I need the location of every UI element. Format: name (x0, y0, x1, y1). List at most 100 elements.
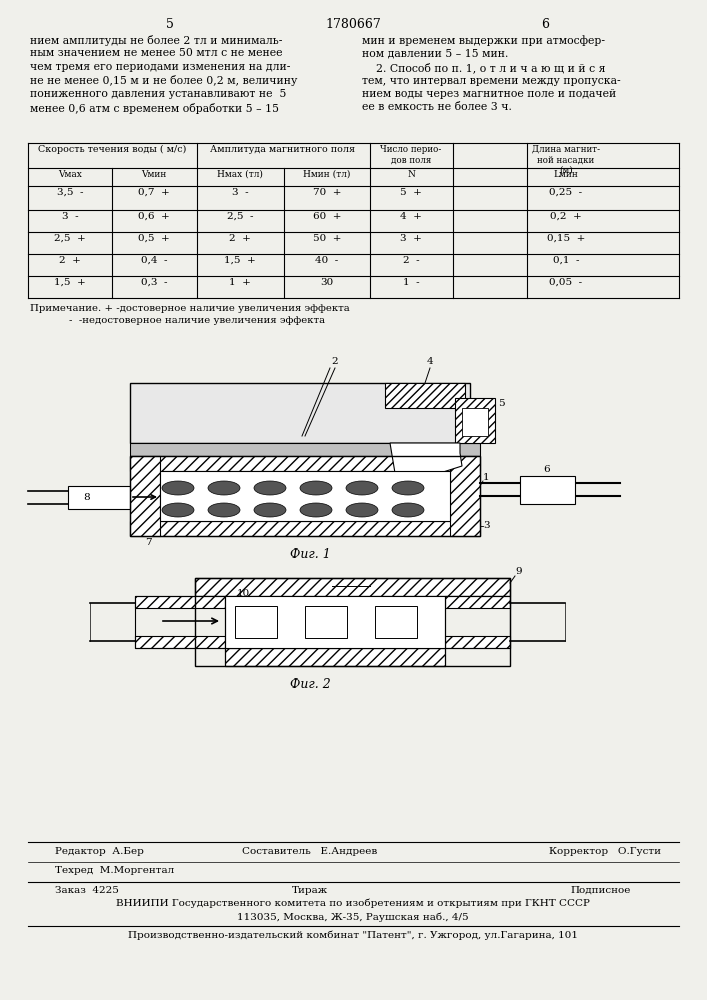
Polygon shape (305, 606, 347, 638)
Ellipse shape (392, 481, 424, 495)
Text: менее 0,6 атм с временем обработки 5 – 15: менее 0,6 атм с временем обработки 5 – 1… (30, 103, 279, 113)
Text: 10: 10 (237, 589, 250, 598)
Text: 60  +: 60 + (312, 212, 341, 221)
Ellipse shape (254, 481, 286, 495)
Polygon shape (462, 408, 488, 436)
Text: 0,05  -: 0,05 - (549, 278, 583, 287)
Ellipse shape (346, 503, 378, 517)
Text: Техред  М.Моргентал: Техред М.Моргентал (55, 866, 174, 875)
Text: 1  -: 1 - (403, 278, 419, 287)
Text: Корректор   О.Густи: Корректор О.Густи (549, 847, 661, 856)
Text: ВНИИПИ Государственного комитета по изобретениям и открытиям при ГКНТ СССР: ВНИИПИ Государственного комитета по изоб… (116, 899, 590, 908)
Text: 5  +: 5 + (400, 188, 422, 197)
Text: 5: 5 (498, 398, 505, 408)
Ellipse shape (208, 481, 240, 495)
Text: 2. Способ по п. 1, о т л и ч а ю щ и й с я: 2. Способ по п. 1, о т л и ч а ю щ и й с… (362, 62, 605, 73)
Text: 3  -: 3 - (62, 212, 78, 221)
Text: Тираж: Тираж (292, 886, 328, 895)
Polygon shape (160, 471, 450, 521)
Text: Подписное: Подписное (570, 886, 631, 895)
Text: 7: 7 (145, 538, 151, 547)
Polygon shape (450, 456, 480, 536)
Text: 0,25  -: 0,25 - (549, 188, 583, 197)
Text: 3  +: 3 + (400, 234, 422, 243)
Text: мин и временем выдержки при атмосфер-: мин и временем выдержки при атмосфер- (362, 35, 605, 46)
Text: 6: 6 (544, 465, 550, 474)
Text: Редактор  А.Бер: Редактор А.Бер (55, 847, 144, 856)
Ellipse shape (300, 503, 332, 517)
Polygon shape (520, 476, 575, 504)
Text: Скорость течения воды ( м/с): Скорость течения воды ( м/с) (37, 145, 186, 154)
Text: 1,5  +: 1,5 + (224, 256, 256, 265)
Text: 70  +: 70 + (312, 188, 341, 197)
Text: Фиг. 2: Фиг. 2 (290, 678, 330, 691)
Text: 3,5  -: 3,5 - (57, 188, 83, 197)
Polygon shape (130, 443, 480, 456)
Ellipse shape (162, 481, 194, 495)
Text: 113035, Москва, Ж-35, Раушская наб., 4/5: 113035, Москва, Ж-35, Раушская наб., 4/5 (237, 912, 469, 922)
Ellipse shape (254, 503, 286, 517)
Text: 2: 2 (332, 357, 339, 366)
Ellipse shape (346, 481, 378, 495)
Text: 0,3  -: 0,3 - (141, 278, 168, 287)
Text: Vмах: Vмах (58, 170, 82, 179)
Text: 50  +: 50 + (312, 234, 341, 243)
Text: нием амплитуды не более 2 тл и минималь-: нием амплитуды не более 2 тл и минималь- (30, 35, 282, 46)
Polygon shape (390, 443, 462, 473)
Text: нием воды через магнитное поле и подачей: нием воды через магнитное поле и подачей (362, 89, 617, 99)
Text: Vмин: Vмин (141, 170, 167, 179)
Polygon shape (68, 486, 130, 509)
Text: не не менее 0,15 м и не более 0,2 м, величину: не не менее 0,15 м и не более 0,2 м, вел… (30, 76, 298, 87)
Text: 1,5  +: 1,5 + (54, 278, 86, 287)
Text: 5: 5 (166, 18, 174, 31)
Text: 4: 4 (427, 357, 433, 366)
Text: Амплитуда магнитного поля: Амплитуда магнитного поля (211, 145, 356, 154)
Polygon shape (130, 456, 160, 536)
Text: Hмах (тл): Hмах (тл) (217, 170, 263, 179)
Ellipse shape (300, 481, 332, 495)
Text: чем тремя его периодами изменения на дли-: чем тремя его периодами изменения на дли… (30, 62, 291, 72)
Text: 0,5  +: 0,5 + (138, 234, 170, 243)
Text: 1780667: 1780667 (325, 18, 381, 31)
Polygon shape (225, 648, 445, 666)
Text: Составитель   Е.Андреев: Составитель Е.Андреев (243, 847, 378, 856)
Text: Производственно-издательский комбинат "Патент", г. Ужгород, ул.Гагарина, 101: Производственно-издательский комбинат "П… (128, 930, 578, 940)
Polygon shape (135, 596, 225, 608)
Text: Lмин: Lмин (554, 170, 578, 179)
Polygon shape (235, 606, 277, 638)
Text: 6: 6 (541, 18, 549, 31)
Polygon shape (385, 383, 465, 408)
Text: 2  +: 2 + (229, 234, 251, 243)
Text: Hмин (тл): Hмин (тл) (303, 170, 351, 179)
Polygon shape (375, 606, 417, 638)
Text: ным значением не менее 50 мтл с не менее: ным значением не менее 50 мтл с не менее (30, 48, 283, 58)
Text: 40  -: 40 - (315, 256, 339, 265)
Text: 2  +: 2 + (59, 256, 81, 265)
Text: 0,6  +: 0,6 + (138, 212, 170, 221)
Text: 4  +: 4 + (400, 212, 422, 221)
Text: 3  -: 3 - (232, 188, 248, 197)
Polygon shape (135, 636, 225, 648)
Text: 8: 8 (83, 493, 90, 502)
Text: Фиг. 1: Фиг. 1 (290, 548, 330, 561)
Text: 9: 9 (515, 567, 522, 576)
Text: Заказ  4225: Заказ 4225 (55, 886, 119, 895)
Text: ном давлении 5 – 15 мин.: ном давлении 5 – 15 мин. (362, 48, 508, 58)
Text: Длина магнит-
ной насадки
(м): Длина магнит- ной насадки (м) (532, 145, 600, 175)
Text: 0,2  +: 0,2 + (550, 212, 582, 221)
Text: 2,5  +: 2,5 + (54, 234, 86, 243)
Text: -  -недостоверное наличие увеличения эффекта: - -недостоверное наличие увеличения эффе… (30, 316, 325, 325)
Text: Примечание. + -достоверное наличие увеличения эффекта: Примечание. + -достоверное наличие увели… (30, 304, 350, 313)
Polygon shape (445, 636, 510, 648)
Text: 1  +: 1 + (229, 278, 251, 287)
Polygon shape (130, 521, 480, 536)
Text: 1: 1 (483, 474, 490, 483)
Text: N: N (407, 170, 415, 179)
Polygon shape (225, 596, 445, 648)
Text: Число перио-
дов поля: Число перио- дов поля (380, 145, 442, 164)
Text: 2,5  -: 2,5 - (227, 212, 253, 221)
Text: 3: 3 (483, 522, 490, 530)
Text: 2  -: 2 - (403, 256, 419, 265)
Polygon shape (455, 398, 495, 443)
Text: пониженного давления устанавливают не  5: пониженного давления устанавливают не 5 (30, 89, 286, 99)
